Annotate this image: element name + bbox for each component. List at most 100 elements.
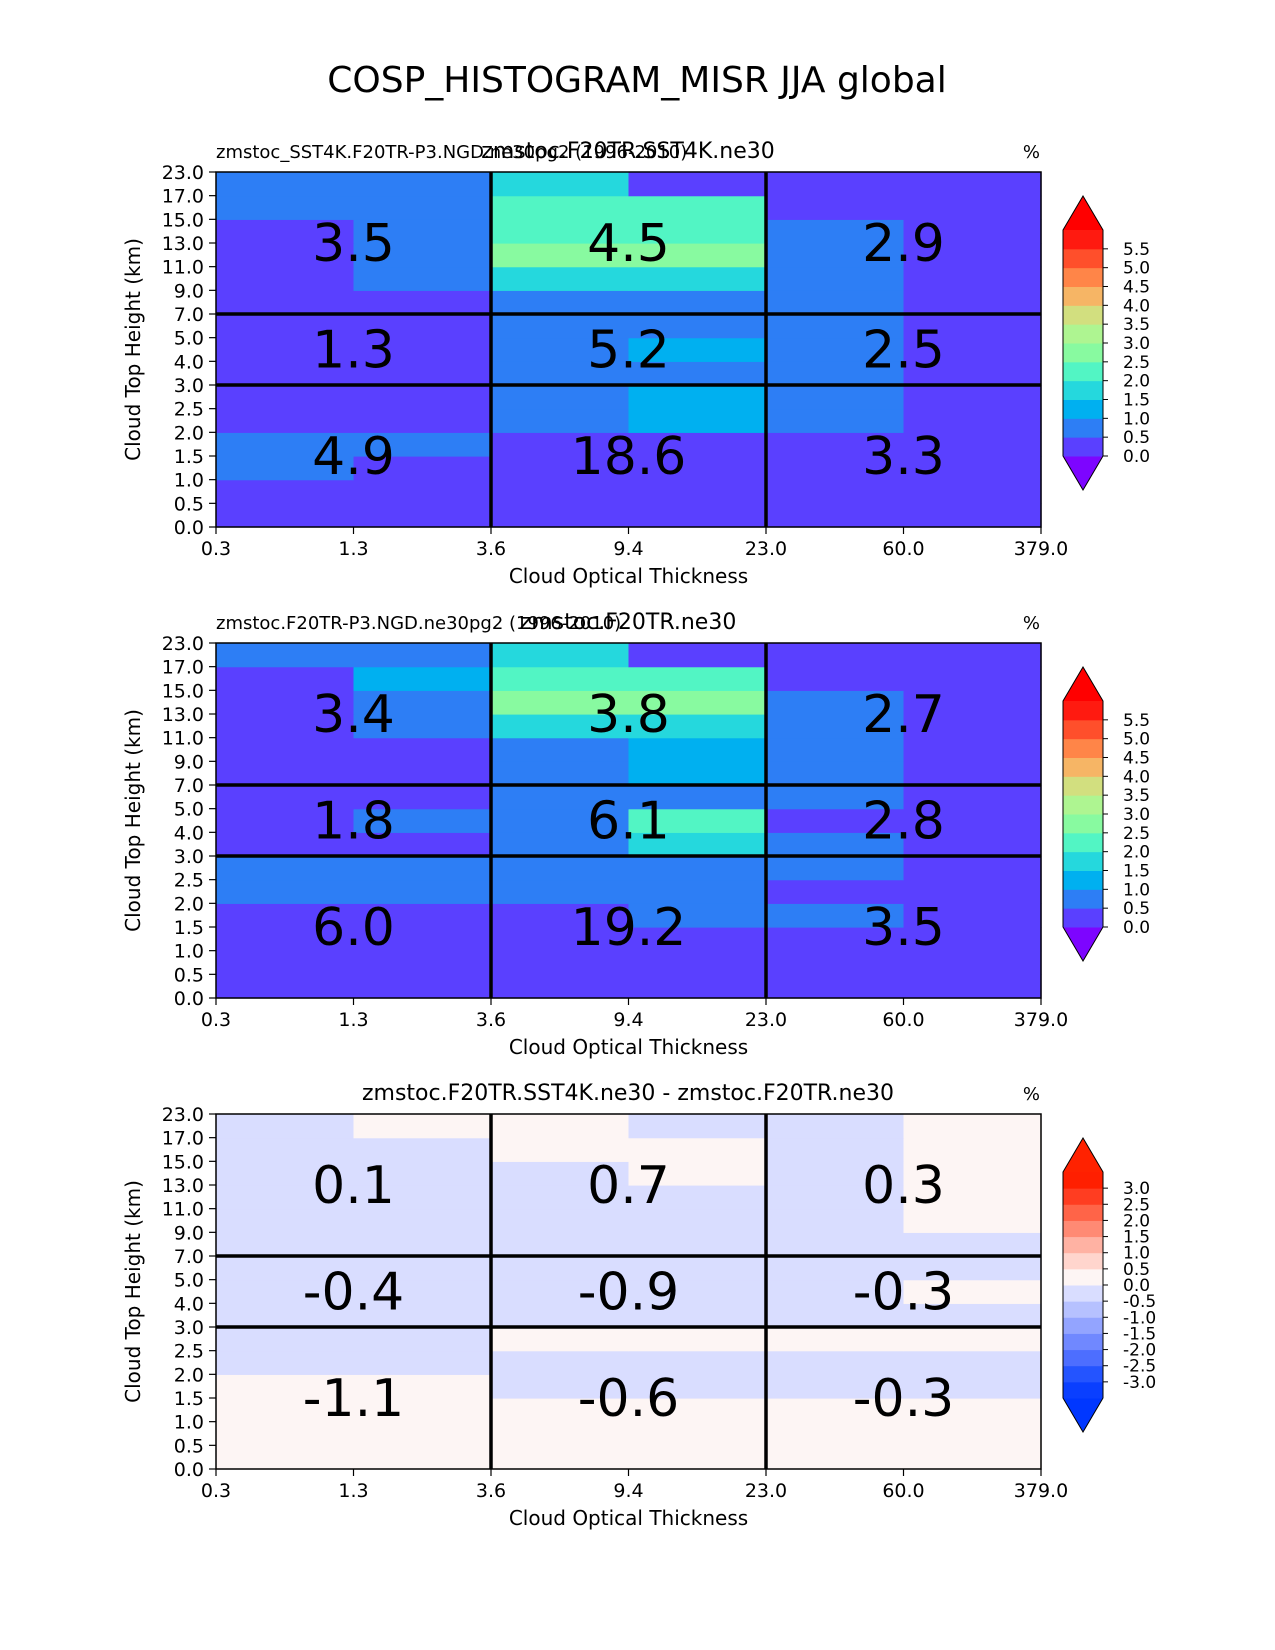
heatmap-cell: [491, 385, 630, 410]
section-value-label: 3.5: [312, 214, 395, 274]
heatmap-cell: [766, 1350, 905, 1375]
colorbar-tick-label: -2.0: [1123, 1341, 1156, 1361]
heatmap-cell: [903, 1256, 1042, 1281]
heatmap-cell: [216, 903, 355, 928]
heatmap-cell: [766, 856, 905, 881]
colorbar-band: [1063, 719, 1103, 740]
section-value-label: 6.0: [312, 898, 395, 958]
y-axis: 0.00.51.01.52.02.53.04.05.07.09.011.013.…: [162, 162, 216, 539]
heatmap-cell: [903, 290, 1042, 315]
y-tick-label: 0.5: [174, 1435, 204, 1457]
heatmap-cell: [766, 927, 905, 952]
heatmap-cell: [491, 690, 630, 715]
heatmap-cell: [216, 879, 355, 904]
heatmap-cell: [491, 1350, 630, 1375]
heatmap-cell: [903, 385, 1042, 410]
heatmap-cell: [491, 879, 630, 904]
heatmap-cell: [491, 337, 630, 362]
panel-title: zmstoc.F20TR.ne30: [520, 610, 737, 635]
heatmap-cell: [353, 172, 492, 197]
heatmap-cell: [491, 432, 630, 457]
heatmap-cell: [353, 266, 492, 291]
panel-units: %: [1023, 613, 1040, 634]
heatmap-cell: [353, 785, 492, 810]
heatmap-cell: [353, 950, 492, 975]
x-tick-label: 379.0: [1014, 1480, 1068, 1502]
heatmap-cell: [766, 337, 905, 362]
x-axis: 0.3 1.3 3.6 9.4 23.0 60.0 379.0: [201, 998, 1068, 1031]
heatmap-cell: [903, 808, 1042, 833]
heatmap-cell: [766, 761, 905, 786]
heatmap-cell: [353, 361, 492, 386]
heatmap-cell: [491, 903, 630, 928]
heatmap-cell: [903, 974, 1042, 999]
y-tick-label: 7.0: [174, 304, 204, 326]
colorbar-band: [1063, 361, 1103, 382]
heatmap-cell: [903, 856, 1042, 881]
y-tick-label: 11.0: [162, 1199, 204, 1221]
heatmap-cell: [628, 1185, 767, 1210]
x-tick-label: 9.4: [613, 538, 643, 560]
heatmap-cell: [766, 1256, 905, 1281]
section-value-label: 3.4: [312, 685, 395, 745]
section-value-label: 6.1: [587, 792, 670, 852]
heatmap-cell: [903, 666, 1042, 691]
heatmap-cell: [903, 737, 1042, 762]
heatmap-cell: [903, 337, 1042, 362]
y-tick-label: 1.0: [174, 1412, 204, 1434]
heatmap-cell: [353, 195, 492, 220]
heatmap-cell: [491, 172, 630, 197]
heatmap-cell: [628, 1208, 767, 1233]
y-tick-label: 2.5: [174, 399, 204, 421]
heatmap-cell: [216, 761, 355, 786]
y-tick-label: 1.0: [174, 470, 204, 492]
y-tick-label: 9.0: [174, 1222, 204, 1244]
colorbar-tick-label: 2.0: [1123, 372, 1150, 392]
x-tick-label: 23.0: [745, 1009, 787, 1031]
colorbar-band: [1063, 286, 1103, 306]
heatmap-cell: [628, 1445, 767, 1470]
y-tick-label: 1.5: [174, 1388, 204, 1410]
heatmap-cell: [766, 1114, 905, 1139]
heatmap-cell: [216, 1421, 355, 1446]
heatmap-cell: [766, 314, 905, 339]
y-tick-label: 11.0: [162, 728, 204, 750]
heatmap-cell: [628, 432, 767, 457]
heatmap-cell: [353, 408, 492, 433]
heatmap-cell: [216, 1374, 355, 1399]
x-tick-label: 0.3: [201, 1480, 231, 1502]
heatmap-cell: [216, 1137, 355, 1162]
section-value-label: -0.9: [578, 1263, 679, 1323]
heatmap-cell: [216, 408, 355, 433]
heatmap-cell: [766, 690, 905, 715]
colorbar-band: [1063, 418, 1103, 438]
heatmap-cell: [903, 1137, 1042, 1162]
heatmap-cell: [766, 1445, 905, 1470]
colorbar-tick-label: 0.5: [1123, 899, 1150, 919]
heatmap-cells: [216, 172, 1042, 528]
heatmap-cell: [353, 1398, 492, 1423]
heatmap-cell: [491, 1114, 630, 1139]
colorbar-tick-label: 0.0: [1123, 447, 1150, 467]
section-dividers: [216, 1114, 1041, 1469]
y-tick-label: 0.5: [174, 493, 204, 515]
panel-1: 3.5 4.5 2.9 1.3 5.2 2.5 4.9 18.6 3.3 0.3 1.3 3.6 9.4…: [121, 139, 1150, 588]
heatmap-cell: [903, 879, 1042, 904]
heatmap-cell: [353, 856, 492, 881]
x-axis-label: Cloud Optical Thickness: [509, 564, 748, 588]
heatmap-cell: [766, 1327, 905, 1352]
heatmap-cell: [628, 974, 767, 999]
heatmap-cell: [491, 361, 630, 386]
colorbar-band: [1063, 738, 1103, 758]
heatmap-cell: [903, 903, 1042, 928]
colorbar-tick-label: -0.5: [1123, 1292, 1156, 1312]
heatmap-cells: [216, 643, 1042, 999]
heatmap-cell: [216, 785, 355, 810]
colorbar-tick-label: 3.5: [1123, 786, 1150, 806]
y-tick-label: 5.0: [174, 1270, 204, 1292]
heatmap-cell: [216, 1185, 355, 1210]
heatmap-cell: [766, 266, 905, 291]
panel-2: 3.4 3.8 2.7 1.8 6.1 2.8 6.0 19.2 3.5 0.3 1.3 3.6 9.4…: [121, 610, 1150, 1059]
heatmap-cell: [903, 832, 1042, 857]
section-dividers: [216, 172, 1041, 527]
